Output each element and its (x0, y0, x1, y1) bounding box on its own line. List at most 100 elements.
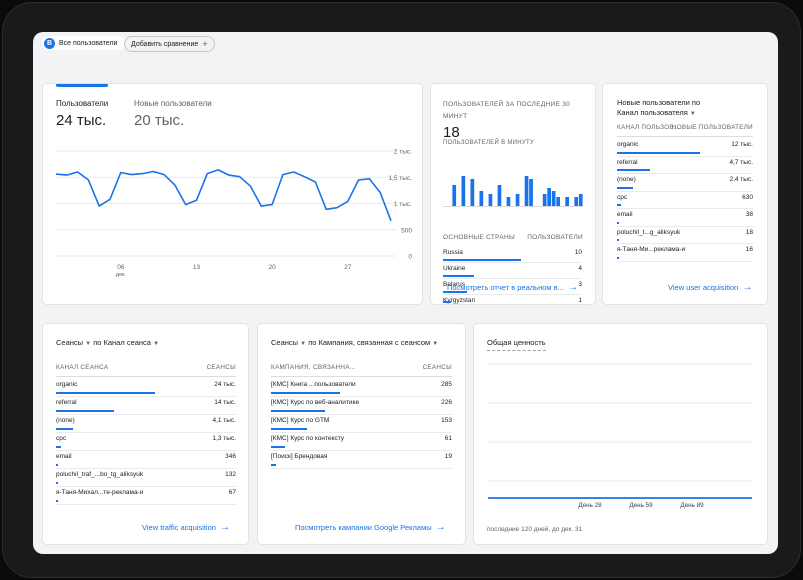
sessions-channel-col2: СЕАНСЫ (206, 364, 236, 371)
lifetime-value-title[interactable]: Общая ценность (487, 338, 546, 351)
row-share-bar (56, 500, 58, 502)
acquisition-title: Новые пользователи по Канал пользователя… (617, 98, 700, 119)
acquisition-col2: НОВЫЕ ПОЛЬЗОВАТЕЛИ (671, 124, 753, 131)
x-tick-label: 13 (193, 264, 201, 271)
x-tick-label: 20 (269, 264, 277, 271)
dropdown-caret-icon: ▼ (300, 341, 307, 347)
row-label: [КМС] Курс по GTM (271, 417, 330, 424)
table-row[interactable]: [КМС] Курс по контексту 61 (271, 432, 452, 451)
row-value: 24 тыс. (214, 381, 236, 388)
table-row[interactable]: email 38 (617, 208, 753, 227)
country-row[interactable]: Ukraine 4 (443, 262, 582, 279)
per-minute-bar (452, 185, 457, 206)
campaign-metric-selector[interactable]: Сеансы ▼ (271, 338, 306, 347)
table-row[interactable]: [КМС] Курс по GTM 153 (271, 414, 452, 433)
country-share-bar (443, 301, 452, 303)
x-tick-label: 27 (344, 264, 352, 271)
row-share-bar (617, 169, 650, 171)
table-row[interactable]: poluchil_traf_...bo_tg_aliksyuk 132 (56, 468, 236, 487)
x-tick-label: 06 (117, 264, 125, 271)
row-value: 132 (225, 471, 236, 478)
table-row[interactable]: email 346 (56, 450, 236, 469)
row-label: я-Таня-Ми...реклама-и (617, 246, 686, 253)
per-minute-bar (578, 194, 583, 206)
per-minute-bar (470, 179, 475, 206)
dropdown-caret-icon: ▼ (689, 111, 696, 117)
row-share-bar (617, 256, 619, 259)
sessions-dimension-selector[interactable]: по Канал сеанса ▼ (93, 338, 159, 347)
row-value: 346 (225, 453, 236, 460)
table-row[interactable]: cpc 630 (617, 191, 753, 209)
sessions-campaign-title: Сеансы ▼ по Кампания, связанная с сеансо… (271, 338, 438, 349)
table-row[interactable]: cpc 1,3 тыс. (56, 432, 236, 451)
row-share-bar (617, 151, 700, 154)
table-row[interactable]: referral 14 тыс. (56, 396, 236, 415)
table-row[interactable]: organic 12 тыс. (617, 138, 753, 157)
per-minute-bar (524, 176, 529, 206)
sessions-metric-selector[interactable]: Сеансы ▼ (56, 338, 91, 347)
acquisition-title-line1: Новые пользователи по (617, 98, 701, 107)
y-tick-label: 500 (401, 227, 412, 234)
table-row[interactable]: organic 24 тыс. (56, 378, 236, 397)
table-row[interactable]: [КМС] Книга ...пользователи 285 (271, 378, 452, 397)
col-users-header: ПОЛЬЗОВАТЕЛИ (527, 234, 583, 241)
segment-label: Все пользователи (59, 39, 118, 47)
sessions-channel-table-header: КАНАЛ СЕАНСА СЕАНСЫ (56, 364, 236, 377)
per-minute-bar (565, 197, 569, 206)
add-comparison-button[interactable]: Добавить сравнение + (124, 36, 215, 52)
table-row[interactable]: poluchil_t...g_aliksyuk 18 (617, 226, 753, 244)
per-minute-bar (529, 179, 533, 206)
row-label: (none) (617, 176, 636, 183)
row-value: 38 (745, 211, 753, 218)
country-name: Russia (443, 249, 463, 256)
realtime-count: 18 (443, 124, 460, 141)
acquisition-dimension-label: Канал пользователя (617, 108, 688, 117)
realtime-report-link[interactable]: Посмотреть отчет в реальном в... → (447, 282, 578, 293)
country-row[interactable]: Belarus 3 (443, 278, 582, 295)
arrow-right-icon: → (742, 282, 753, 293)
row-label: email (617, 211, 633, 218)
metric-users-label: Пользователи (56, 99, 109, 108)
table-row[interactable]: я-Таня-Михал...те-реклама-и 67 (56, 486, 236, 505)
sessions-metric-label: Сеансы (56, 338, 84, 347)
row-label: [КМС] Курс по веб-аналитике (271, 399, 360, 406)
metric-tab-users[interactable]: Пользователи 24 тыс. (56, 99, 108, 129)
segment-chip-all-users[interactable]: B Все пользователи (42, 36, 126, 50)
row-label: organic (617, 141, 639, 148)
view-user-acquisition-link[interactable]: View user acquisition → (668, 282, 752, 293)
row-value: 61 (444, 435, 452, 442)
table-row[interactable]: (none) 2,4 тыс. (617, 173, 753, 192)
dropdown-caret-icon: ▼ (153, 341, 160, 347)
col-country-header: ОСНОВНЫЕ СТРАНЫ (443, 234, 516, 241)
country-row[interactable]: Kyrgyzstan 1 (443, 294, 582, 304)
acquisition-dimension-selector[interactable]: Канал пользователя ▼ (617, 108, 700, 119)
metric-tab-new-users[interactable]: Новые пользователи 20 тыс. (134, 99, 212, 129)
table-row[interactable]: я-Таня-Ми...реклама-и 16 (617, 243, 753, 262)
lifetime-value-card: Общая ценность День 28 День 59 День 89 пос… (474, 324, 767, 544)
country-value: 3 (578, 281, 582, 288)
per-minute-bar (551, 191, 556, 206)
row-value: 153 (441, 417, 452, 424)
table-row[interactable]: [Поиск] Брендовая 19 (271, 450, 452, 469)
row-label: [КМС] Курс по контексту (271, 435, 344, 442)
row-share-bar (617, 239, 619, 241)
table-row[interactable]: referral 4,7 тыс. (617, 156, 753, 174)
row-share-bar (56, 464, 58, 466)
country-value: 10 (574, 249, 582, 256)
table-row[interactable]: [КМС] Курс по веб-аналитике 226 (271, 396, 452, 415)
per-minute-bar-chart[interactable] (431, 84, 595, 234)
per-minute-bar (479, 191, 484, 206)
view-traffic-acquisition-link[interactable]: View traffic acquisition → (142, 522, 230, 533)
lifetime-value-chart[interactable]: День 28 День 59 День 89 (474, 324, 767, 524)
table-row[interactable]: (none) 4,1 тыс. (56, 414, 236, 433)
row-value: 4,7 тыс. (729, 158, 753, 166)
plus-icon: + (202, 39, 208, 49)
row-value: 1,3 тыс. (212, 435, 236, 442)
view-google-ads-campaigns-link[interactable]: Посмотреть кампании Google Рекламы → (295, 522, 446, 533)
row-label: email (56, 453, 72, 460)
country-share-bar (443, 275, 474, 277)
campaign-dimension-selector[interactable]: по Кампания, связанная с сеансом ▼ (308, 338, 438, 347)
country-row[interactable]: Russia 10 (443, 246, 582, 263)
